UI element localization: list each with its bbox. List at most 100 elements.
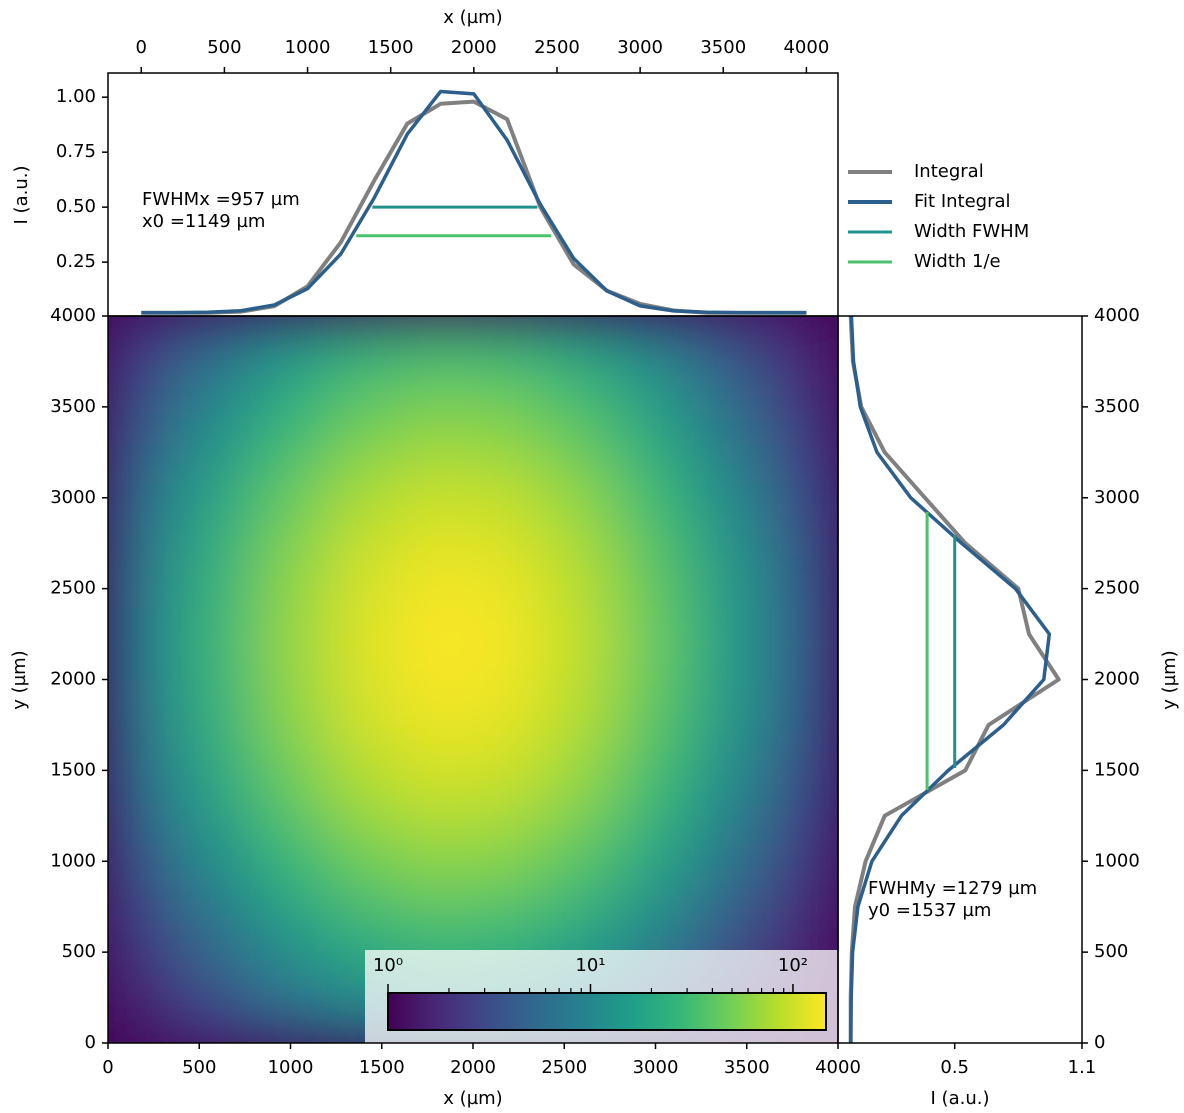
y-tick-label: 2500 bbox=[1094, 578, 1140, 599]
x-tick-label: 0 bbox=[102, 1057, 113, 1078]
colorbar-tick-label: 10² bbox=[778, 955, 808, 976]
heatmap-cell bbox=[618, 460, 693, 535]
heatmap-cell bbox=[326, 824, 401, 899]
heatmap-cell bbox=[253, 897, 328, 971]
heatmap-cell bbox=[472, 460, 547, 535]
heatmap-cell bbox=[399, 824, 474, 899]
y-tick-label: 0.75 bbox=[56, 141, 96, 162]
heatmap bbox=[108, 316, 838, 1043]
axis-label: I (a.u.) bbox=[11, 166, 32, 225]
heatmap-cell bbox=[764, 388, 838, 462]
heatmap-cell bbox=[545, 751, 620, 826]
heatmap-cell bbox=[399, 533, 474, 608]
heatmap-cell bbox=[253, 388, 328, 462]
plot-area bbox=[848, 316, 1061, 1043]
y-tick-label: 1500 bbox=[1094, 759, 1140, 780]
heatmap-cell bbox=[180, 460, 255, 535]
axis-label: y (µm) bbox=[9, 650, 30, 709]
x-tick-label: 4000 bbox=[815, 1057, 861, 1078]
x-tick-label: 4000 bbox=[783, 37, 829, 58]
x-tick-label: 0 bbox=[136, 37, 147, 58]
x-tick-label: 500 bbox=[207, 37, 241, 58]
heatmap-cell bbox=[691, 679, 766, 753]
legend-label: Width 1/e bbox=[914, 251, 1001, 272]
y-tick-label: 1500 bbox=[50, 759, 96, 780]
heatmap-cell bbox=[180, 897, 255, 971]
heatmap-cell bbox=[108, 679, 182, 753]
y-tick-label: 0.50 bbox=[56, 196, 96, 217]
y-tick-label: 3000 bbox=[1094, 487, 1140, 508]
y-tick-label: 4000 bbox=[50, 305, 96, 326]
series-line bbox=[141, 89, 807, 315]
heatmap-cell bbox=[691, 751, 766, 826]
x-tick-label: 2500 bbox=[541, 1057, 587, 1078]
axis-label: x (µm) bbox=[443, 1088, 502, 1109]
heatmap-cell bbox=[764, 533, 838, 608]
heatmap-cell bbox=[691, 316, 766, 390]
heatmap-cell bbox=[399, 460, 474, 535]
heatmap-cell bbox=[691, 606, 766, 680]
x-tick-label: 3500 bbox=[724, 1057, 770, 1078]
x-tick-label: 1500 bbox=[368, 37, 414, 58]
heatmap-cell bbox=[253, 824, 328, 899]
heatmap-cell bbox=[180, 824, 255, 899]
heatmap-cell bbox=[472, 824, 547, 899]
heatmap-cell bbox=[472, 751, 547, 826]
x-tick-label: 1000 bbox=[268, 1057, 314, 1078]
x-tick-label: 500 bbox=[182, 1057, 216, 1078]
axis-label: y (µm) bbox=[1159, 650, 1180, 709]
heatmap-cell bbox=[326, 388, 401, 462]
heatmap-cell bbox=[399, 316, 474, 390]
heatmap-cell bbox=[399, 751, 474, 826]
heatmap-cell bbox=[764, 316, 838, 390]
y-tick-label: 3000 bbox=[50, 487, 96, 508]
heatmap-cell bbox=[326, 460, 401, 535]
heatmap-cell bbox=[253, 679, 328, 753]
y-tick-label: 1.00 bbox=[56, 86, 96, 107]
heatmap-cell bbox=[253, 751, 328, 826]
heatmap-cell bbox=[764, 751, 838, 826]
heatmap-cell bbox=[472, 606, 547, 680]
heatmap-cell bbox=[764, 824, 838, 899]
y-tick-label: 500 bbox=[1094, 941, 1128, 962]
annotation: x0 =1149 µm bbox=[142, 211, 265, 232]
annotation: FWHMx =957 µm bbox=[142, 189, 300, 210]
heatmap-cell bbox=[472, 679, 547, 753]
heatmap-cell bbox=[180, 388, 255, 462]
heatmap-cell bbox=[180, 316, 255, 390]
x-tick-label: 2000 bbox=[450, 1057, 496, 1078]
heatmap-cell bbox=[399, 388, 474, 462]
plot-frame bbox=[107, 72, 839, 317]
axis-label: I (a.u.) bbox=[931, 1088, 990, 1109]
heatmap-cell bbox=[108, 824, 182, 899]
y-tick-label: 1000 bbox=[1094, 850, 1140, 871]
y-tick-label: 3500 bbox=[1094, 396, 1140, 417]
heatmap-cell bbox=[764, 460, 838, 535]
heatmap-cell bbox=[545, 679, 620, 753]
heatmap-cell bbox=[472, 533, 547, 608]
heatmap-cell bbox=[108, 460, 182, 535]
heatmap-cell bbox=[180, 606, 255, 680]
legend-label: Width FWHM bbox=[914, 221, 1029, 242]
heatmap-cell bbox=[691, 824, 766, 899]
colorbar-tick-label: 10¹ bbox=[575, 955, 605, 976]
annotation: FWHMy =1279 µm bbox=[868, 878, 1037, 899]
heatmap-cell bbox=[253, 969, 328, 1043]
x-tick-label: 2000 bbox=[451, 37, 497, 58]
legend-label: Integral bbox=[914, 161, 984, 182]
heatmap-cell bbox=[326, 606, 401, 680]
annotation: y0 =1537 µm bbox=[868, 900, 991, 921]
heatmap-cell bbox=[764, 679, 838, 753]
heatmap-cell bbox=[326, 316, 401, 390]
heatmap-cell bbox=[545, 824, 620, 899]
heatmap-cell bbox=[545, 316, 620, 390]
legend-label: Fit Integral bbox=[914, 191, 1011, 212]
heatmap-cell bbox=[545, 533, 620, 608]
heatmap-cell bbox=[618, 606, 693, 680]
heatmap-cell bbox=[618, 316, 693, 390]
y-tick-label: 1000 bbox=[50, 850, 96, 871]
heatmap-cell bbox=[764, 606, 838, 680]
series-line bbox=[848, 316, 1061, 1043]
heatmap-cell bbox=[108, 606, 182, 680]
